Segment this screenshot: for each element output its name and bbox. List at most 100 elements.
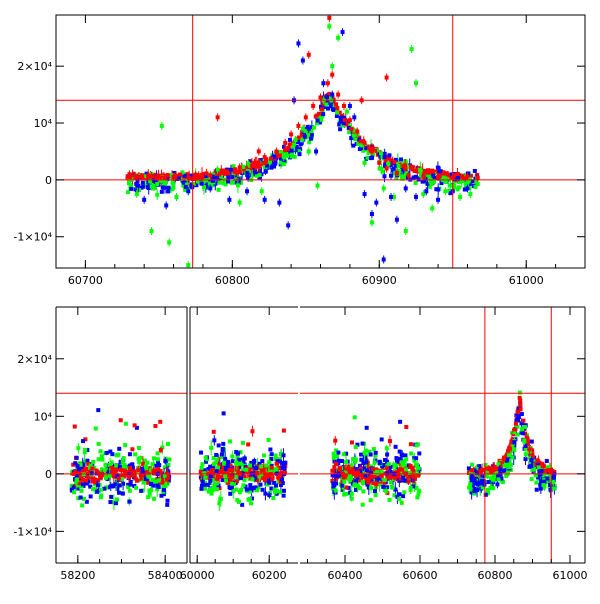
data-point <box>220 466 225 471</box>
data-point <box>359 452 364 457</box>
data-point <box>358 472 363 477</box>
data-point <box>340 30 345 35</box>
data-point <box>287 142 292 147</box>
data-point <box>518 407 523 412</box>
data-point <box>406 173 411 178</box>
data-point <box>365 482 370 487</box>
data-point <box>467 181 472 186</box>
data-point <box>137 460 142 465</box>
data-point <box>219 170 224 175</box>
data-point <box>260 487 265 492</box>
data-point <box>203 455 208 460</box>
data-point <box>405 175 410 180</box>
data-point <box>165 498 170 503</box>
data-point <box>483 492 488 497</box>
data-point <box>230 459 235 464</box>
data-point <box>409 451 414 456</box>
data-point <box>361 461 366 466</box>
data-point <box>235 183 240 188</box>
data-point <box>126 485 131 490</box>
data-point <box>336 92 341 97</box>
data-point <box>286 147 291 152</box>
data-point <box>389 173 394 178</box>
data-point <box>255 471 260 476</box>
data-point <box>550 480 555 485</box>
data-point <box>522 438 527 443</box>
data-point <box>379 166 384 171</box>
data-point <box>517 395 522 400</box>
data-point <box>477 467 482 472</box>
data-point <box>234 461 239 466</box>
data-point <box>420 179 425 184</box>
data-point <box>273 160 278 165</box>
data-point <box>263 160 268 165</box>
data-point <box>460 178 465 183</box>
data-point <box>257 175 262 180</box>
data-point <box>76 496 81 501</box>
data-point <box>382 155 387 160</box>
data-point <box>506 448 511 453</box>
data-point <box>74 477 79 482</box>
x-tick-label-1: 60700 <box>68 274 103 287</box>
data-point <box>218 174 223 179</box>
data-point <box>261 476 266 481</box>
data-point <box>331 484 336 489</box>
data-point <box>350 467 355 472</box>
data-point <box>341 121 346 126</box>
data-point <box>82 450 87 455</box>
data-point <box>212 483 217 488</box>
data-point <box>475 182 480 187</box>
data-point <box>174 175 179 180</box>
data-point <box>535 475 540 480</box>
data-point <box>492 474 497 479</box>
data-point <box>384 166 389 171</box>
data-point <box>128 175 133 180</box>
data-point <box>319 107 324 112</box>
data-point <box>534 487 539 492</box>
data-point <box>441 175 446 180</box>
data-point <box>523 447 528 452</box>
data-point <box>166 462 171 467</box>
data-point <box>247 470 252 475</box>
data-point <box>92 477 97 482</box>
data-point <box>418 173 423 178</box>
data-point <box>394 171 399 176</box>
data-point <box>266 437 271 442</box>
data-point <box>438 173 443 178</box>
data-point <box>303 128 308 133</box>
data-point <box>309 129 314 134</box>
data-point <box>81 439 86 444</box>
data-point <box>73 461 78 466</box>
data-point <box>500 479 505 484</box>
data-point <box>208 186 213 191</box>
data-point <box>489 484 494 489</box>
data-point <box>248 489 253 494</box>
data-point <box>145 460 150 465</box>
data-point <box>166 441 171 446</box>
data-point <box>398 419 403 424</box>
data-point <box>349 127 354 132</box>
data-point <box>209 445 214 450</box>
data-point <box>129 182 134 187</box>
data-point <box>230 174 235 179</box>
data-point <box>324 102 329 107</box>
data-point <box>358 139 363 144</box>
data-point <box>341 475 346 480</box>
data-point <box>147 181 152 186</box>
data-point <box>413 180 418 185</box>
data-point <box>403 467 408 472</box>
data-point <box>399 460 404 465</box>
data-point <box>271 496 276 501</box>
data-point <box>427 176 432 181</box>
data-point <box>438 169 443 174</box>
data-point <box>250 429 255 434</box>
data-point <box>160 445 165 450</box>
data-point <box>109 484 114 489</box>
data-point <box>243 484 248 489</box>
data-point <box>251 459 256 464</box>
data-point <box>366 485 371 490</box>
data-point <box>226 177 231 182</box>
data-point <box>135 178 140 183</box>
data-point <box>335 106 340 111</box>
data-point <box>166 189 171 194</box>
